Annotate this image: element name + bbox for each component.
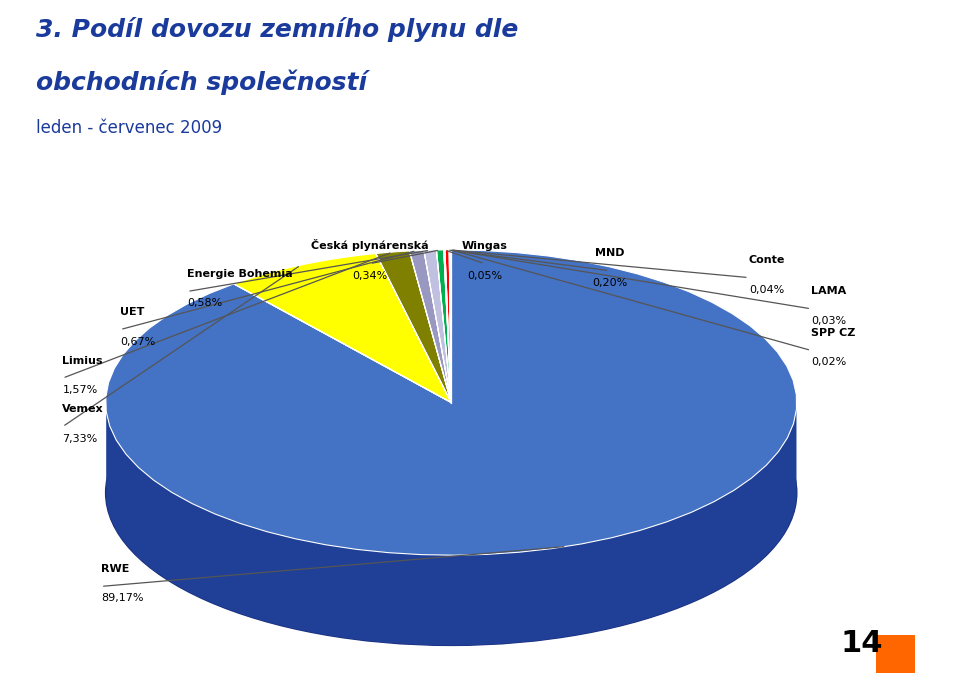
Polygon shape (234, 253, 451, 403)
Text: 1,57%: 1,57% (62, 385, 98, 395)
Text: Česká plynárenská: Česká plynárenská (311, 239, 428, 251)
Polygon shape (107, 409, 797, 645)
Polygon shape (444, 250, 451, 403)
Text: obchodních společností: obchodních společností (36, 69, 368, 95)
Text: Energie Bohemia: Energie Bohemia (187, 269, 293, 279)
Text: MND: MND (595, 248, 624, 258)
Text: Wingas: Wingas (462, 242, 508, 251)
Polygon shape (375, 251, 451, 403)
Text: RWE: RWE (101, 564, 130, 574)
Text: 0,04%: 0,04% (749, 285, 784, 294)
Text: SPP CZ: SPP CZ (811, 328, 855, 338)
Text: Vemex: Vemex (62, 405, 104, 414)
Polygon shape (424, 250, 451, 403)
Text: 0,03%: 0,03% (811, 316, 847, 325)
Text: 3. Podíl dovozu zemního plynu dle: 3. Podíl dovozu zemního plynu dle (36, 17, 518, 42)
Text: Limius: Limius (62, 356, 103, 366)
Text: 0,58%: 0,58% (187, 298, 223, 308)
Polygon shape (449, 250, 451, 403)
Text: 0,02%: 0,02% (811, 357, 847, 367)
Polygon shape (106, 250, 797, 555)
Text: 89,17%: 89,17% (101, 593, 143, 603)
Text: Conte: Conte (749, 255, 785, 265)
Text: LAMA: LAMA (811, 287, 847, 296)
Ellipse shape (106, 340, 797, 645)
Text: 0,20%: 0,20% (592, 278, 627, 287)
Polygon shape (450, 250, 451, 403)
Text: 0,67%: 0,67% (120, 337, 156, 346)
Polygon shape (409, 251, 451, 403)
Polygon shape (444, 250, 451, 403)
Text: leden - červenec 2009: leden - červenec 2009 (36, 119, 223, 137)
Text: 0,05%: 0,05% (468, 271, 502, 280)
Text: 0,34%: 0,34% (352, 271, 387, 280)
Text: 14: 14 (841, 629, 883, 658)
Polygon shape (437, 250, 451, 403)
Text: 7,33%: 7,33% (62, 434, 98, 443)
Text: UET: UET (120, 307, 144, 317)
